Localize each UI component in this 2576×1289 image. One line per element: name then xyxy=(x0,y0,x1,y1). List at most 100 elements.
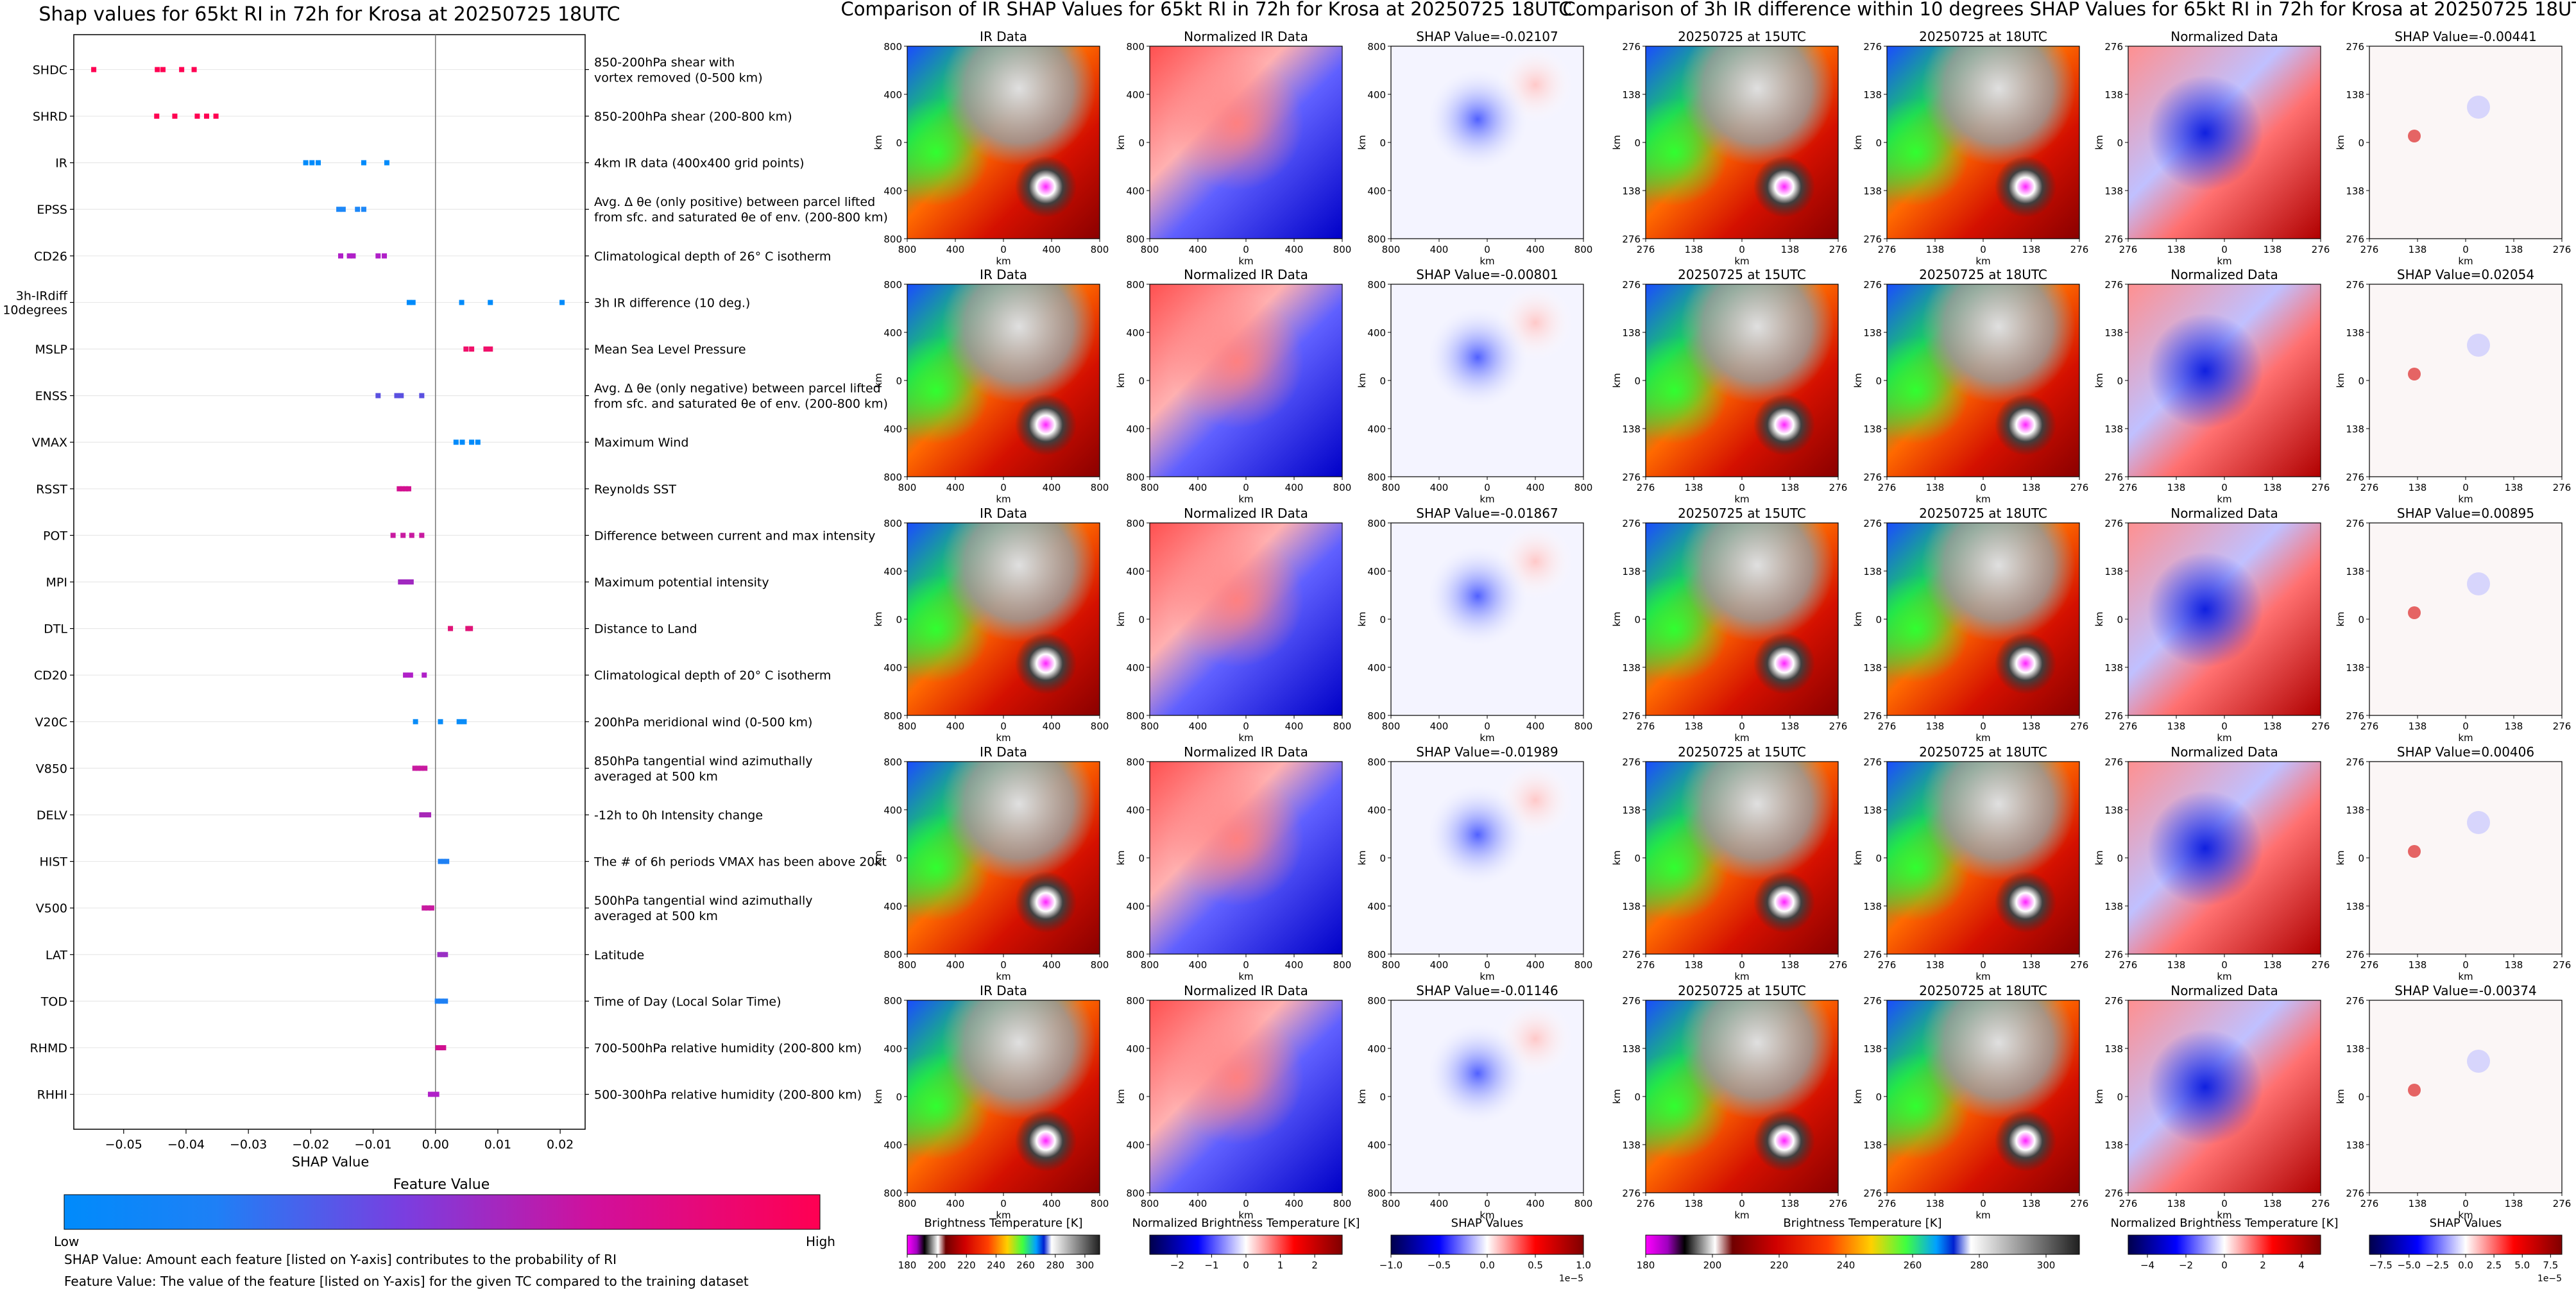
y-axis-label: km xyxy=(2094,850,2105,865)
colorbar-tick-label: −7.5 xyxy=(2369,1259,2392,1271)
y-axis-label: km xyxy=(1611,850,1623,865)
xtick-label: 400 xyxy=(1043,721,1061,732)
ytick-label: 0 xyxy=(2358,853,2364,864)
ytick-label: 800 xyxy=(883,518,902,529)
ytick-label: 138 xyxy=(2346,327,2364,339)
colorbar-tick-label: −4 xyxy=(2140,1259,2154,1271)
xtick-label: 138 xyxy=(2022,721,2041,732)
ytick-label: 138 xyxy=(2104,89,2123,101)
colorbar-label: SHAP Values xyxy=(2430,1216,2502,1230)
subplot-title: 20250725 at 18UTC xyxy=(1919,506,2047,521)
x-axis-label: km xyxy=(1480,493,1494,505)
colorbar-tick-label: −2 xyxy=(2179,1259,2193,1271)
ytick-label: 400 xyxy=(1126,423,1145,435)
ytick-label: 400 xyxy=(883,1043,902,1055)
xtick-label: 276 xyxy=(1637,959,1655,971)
colorbar-tick-label: 240 xyxy=(987,1259,1005,1271)
x-axis-label: km xyxy=(1238,493,1253,505)
x-axis-label: km xyxy=(1238,1209,1253,1221)
ytick-label: 400 xyxy=(1126,89,1145,101)
shap-point xyxy=(382,253,388,259)
shap-point xyxy=(438,998,444,1004)
xtick-label: 276 xyxy=(2119,482,2138,493)
ytick-label: 276 xyxy=(1622,949,1641,960)
y-axis-label: km xyxy=(873,1089,884,1104)
ytick-label: 276 xyxy=(1622,279,1641,291)
ytick-label: 800 xyxy=(1126,518,1145,529)
colorbar-tick-label: 280 xyxy=(1970,1259,1989,1271)
xtick-label: 276 xyxy=(2360,244,2379,255)
ytick-label: 800 xyxy=(1126,41,1145,53)
xtick-label: 0 xyxy=(1739,244,1745,255)
shap-point xyxy=(453,440,459,445)
shap-point xyxy=(434,998,440,1004)
ytick-label: 276 xyxy=(1622,234,1641,245)
ytick-label: 276 xyxy=(1863,710,1882,722)
feature-label: RHHI xyxy=(37,1088,67,1102)
xtick-label: −0.01 xyxy=(354,1138,391,1152)
subplot-title: IR Data xyxy=(980,29,1027,44)
shap-point xyxy=(397,486,402,491)
subplot-title: Normalized IR Data xyxy=(1184,267,1308,282)
ytick-label: 138 xyxy=(2104,566,2123,577)
y-axis-label: km xyxy=(2335,611,2346,626)
xtick-label: 276 xyxy=(2312,1198,2330,1209)
ytick-label: 0 xyxy=(1634,853,1641,864)
ytick-label: 138 xyxy=(2346,1140,2364,1151)
shap-point xyxy=(443,998,448,1004)
ytick-label: 800 xyxy=(1126,710,1145,722)
shap-point xyxy=(336,207,342,212)
shap-point xyxy=(488,346,493,352)
shap-point xyxy=(461,719,467,724)
ytick-label: 138 xyxy=(1863,566,1882,577)
xtick-label: 400 xyxy=(1285,244,1304,255)
ytick-label: 138 xyxy=(2346,89,2364,101)
x-axis-label: km xyxy=(1238,255,1253,267)
ytick-label: 0 xyxy=(896,614,902,626)
y-axis-label: km xyxy=(1115,1089,1127,1104)
ytick-label: 276 xyxy=(2346,472,2364,483)
colorbar-label: Normalized Brightness Temperature [K] xyxy=(2111,1216,2339,1230)
map-image xyxy=(2128,523,2321,715)
feature-description: 4km IR data (400x400 grid points) xyxy=(594,157,805,171)
imagery-panels: Comparison of IR SHAP Values for 65kt RI… xyxy=(841,0,2576,1284)
xtick-label: 138 xyxy=(2505,721,2523,732)
feature-label: DELV xyxy=(37,808,67,823)
ytick-label: 276 xyxy=(2104,949,2123,960)
map-image xyxy=(1391,284,1583,477)
feature-label: EPSS xyxy=(37,203,67,217)
xtick-label: 276 xyxy=(2312,721,2330,732)
ytick-label: 400 xyxy=(883,1140,902,1151)
xtick-label: 138 xyxy=(2505,959,2523,971)
x-axis-label: km xyxy=(2458,493,2473,505)
xtick-label: 138 xyxy=(1926,244,1945,255)
ytick-label: 800 xyxy=(1367,518,1386,529)
y-axis-label: km xyxy=(2094,611,2105,626)
subplot-title: IR Data xyxy=(980,267,1027,282)
ytick-label: 276 xyxy=(1863,472,1882,483)
x-axis-label: km xyxy=(1734,493,1749,505)
map-image xyxy=(1646,46,1838,239)
colorbar-label: Brightness Temperature [K] xyxy=(924,1216,1082,1230)
subplot-title: 20250725 at 18UTC xyxy=(1919,983,2047,998)
xtick-label: 138 xyxy=(1781,244,1800,255)
ytick-label: 138 xyxy=(1622,423,1641,435)
y-axis-label: km xyxy=(873,850,884,865)
xtick-label: 0 xyxy=(1980,482,1986,493)
xtick-label: 0 xyxy=(1243,959,1249,971)
xtick-label: 400 xyxy=(1430,244,1449,255)
shap-point xyxy=(402,579,407,585)
ytick-label: 138 xyxy=(1622,327,1641,339)
colorbar xyxy=(1390,1234,1584,1255)
map-image xyxy=(907,762,1100,954)
xtick-label: 276 xyxy=(2070,1198,2089,1209)
feature-label: CD20 xyxy=(34,669,67,683)
xtick-label: 138 xyxy=(2167,244,2186,255)
xtick-label: 138 xyxy=(1926,721,1945,732)
ytick-label: 0 xyxy=(896,137,902,149)
xtick-label: 276 xyxy=(1878,721,1897,732)
shap-point xyxy=(448,626,454,631)
colorbar-tick-label: 2 xyxy=(2260,1259,2266,1271)
map-image xyxy=(2369,284,2562,477)
ytick-label: 400 xyxy=(1367,566,1386,577)
